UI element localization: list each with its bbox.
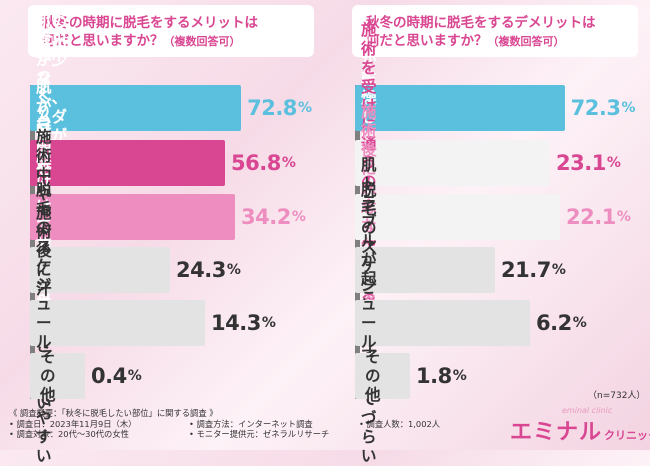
- bar-value-label: 21.7%: [501, 247, 566, 293]
- demerit-title-line2: 何だと思いますか？（複数回答可）: [366, 32, 626, 51]
- bar-value-number: 14.3: [211, 311, 261, 335]
- bar-value-label: 0.4%: [91, 353, 142, 399]
- bar-value-label: 6.2%: [536, 300, 587, 346]
- bar-value-percent: %: [281, 155, 296, 171]
- bar: [355, 85, 565, 131]
- chart-baseline: [355, 85, 360, 399]
- bar-value-label: 56.8%: [231, 140, 296, 186]
- bar-value-percent: %: [572, 315, 587, 331]
- bar: [355, 353, 410, 399]
- bar: [355, 300, 530, 346]
- bar-value-percent: %: [606, 155, 621, 171]
- bar: [30, 247, 170, 293]
- bar-value-label: 34.2%: [241, 194, 306, 240]
- bar-value-number: 22.1: [566, 205, 616, 229]
- survey-date: • 調査日：2023年11月9日（木）: [9, 418, 137, 429]
- merit-title-note: （複数回答可）: [163, 35, 241, 48]
- bar-value-percent: %: [127, 368, 142, 384]
- bar-value-label: 24.3%: [176, 247, 241, 293]
- bar-value-number: 72.3: [570, 96, 621, 120]
- merit-title-line1: 秋冬の時期に脱毛をするメリットは: [42, 15, 258, 31]
- bar-value-number: 24.3: [176, 258, 226, 282]
- chart-baseline: [30, 85, 35, 399]
- demerit-title-line1: 秋冬の時期に脱毛をするデメリットは: [366, 15, 596, 31]
- bar-value-percent: %: [291, 209, 306, 225]
- survey-method: • 調査方法：インターネット調査: [189, 418, 313, 429]
- bar: [30, 194, 235, 240]
- bar-value-label: 72.3%: [570, 85, 636, 131]
- bar: [355, 247, 495, 293]
- demerit-title-note: （複数回答可）: [487, 35, 565, 48]
- bar-value-number: 6.2: [536, 311, 572, 335]
- bar-value-percent: %: [621, 100, 636, 116]
- bar-value-number: 21.7: [501, 258, 551, 282]
- bar-label: その他: [40, 347, 56, 404]
- bar-label: その他: [365, 347, 381, 404]
- merit-title-line2: 何だと思いますか？（複数回答可）: [42, 32, 302, 51]
- bar-value-label: 23.1%: [556, 140, 621, 186]
- bar-value-percent: %: [616, 209, 631, 225]
- survey-count: • 調査人数：1,002人: [359, 418, 441, 429]
- survey-target: • 調査対象：20代〜30代の女性: [9, 429, 129, 440]
- merit-title-box: 秋冬の時期に脱毛をするメリットは 何だと思いますか？（複数回答可）: [28, 5, 314, 57]
- bar-value-number: 34.2: [241, 205, 291, 229]
- merit-title-question: 何だと思いますか？: [42, 33, 164, 49]
- bar-value-percent: %: [261, 315, 276, 331]
- logo-script-text: eminal clinic: [562, 406, 613, 415]
- survey-monitor: • モニター提供元：ゼネラルリサーチ: [189, 429, 330, 440]
- bar-value-label: 14.3%: [211, 300, 276, 346]
- bar: [355, 194, 560, 240]
- logo-main-text: エミナル: [510, 420, 603, 445]
- bar-value-number: 23.1: [556, 151, 606, 175]
- bar-label: 脱毛のスケジュールが 立てやすい: [36, 180, 52, 465]
- sample-size-label: （n=732人）: [588, 391, 646, 401]
- demerit-title-question: 何だと思いますか？: [366, 33, 488, 49]
- bar: [355, 140, 550, 186]
- bar-value-number: 72.8: [247, 96, 297, 120]
- bar-value-percent: %: [226, 262, 241, 278]
- bar-label: 脱毛のスケジュールが 立てづらい: [361, 180, 377, 465]
- bar-value-number: 1.8: [416, 364, 452, 388]
- bar: [30, 353, 85, 399]
- logo-sub-text: クリニック: [604, 429, 650, 442]
- bar-value-percent: %: [551, 262, 566, 278]
- bar-value-percent: %: [297, 100, 312, 116]
- bar: [30, 140, 225, 186]
- bar-value-number: 56.8: [231, 151, 281, 175]
- bar-value-percent: %: [452, 368, 467, 384]
- eminal-clinic-logo: eminal clinic エミナルクリニック: [510, 406, 650, 446]
- survey-overview-title: 《 調査概要：「秋冬に脱毛したい部位」に関する調査 》: [9, 408, 218, 418]
- bar-value-label: 1.8%: [416, 353, 467, 399]
- bar-value-label: 22.1%: [566, 194, 631, 240]
- demerit-title-box: 秋冬の時期に脱毛をするデメリットは 何だと思いますか？（複数回答可）: [352, 5, 638, 57]
- bar: [30, 300, 205, 346]
- bar-value-label: 72.8%: [247, 85, 312, 131]
- bar: [30, 85, 242, 131]
- bar-value-number: 0.4: [91, 364, 127, 388]
